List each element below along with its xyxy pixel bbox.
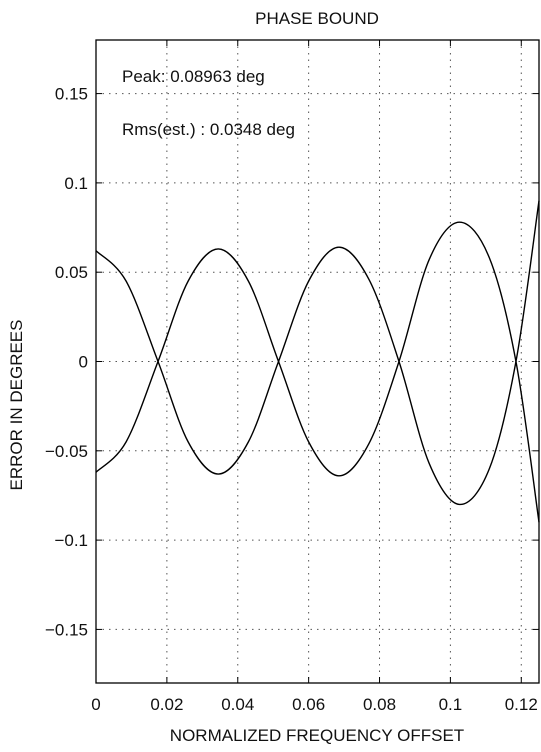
x-tick-label: 0.02 bbox=[150, 695, 183, 714]
y-tick-label: 0.15 bbox=[55, 85, 88, 104]
x-tick-label: 0 bbox=[91, 695, 100, 714]
x-tick-label: 0.06 bbox=[292, 695, 325, 714]
y-tick-label: −0.1 bbox=[54, 531, 88, 550]
series-line-1 bbox=[95, 200, 540, 506]
y-tick-label: 0.1 bbox=[64, 174, 88, 193]
x-tick-label: 0.08 bbox=[363, 695, 396, 714]
y-axis-label: ERROR IN DEGREES bbox=[7, 320, 26, 491]
x-axis-label: NORMALIZED FREQUENCY OFFSET bbox=[170, 726, 464, 745]
axis-ticks: 0 0.02 0.04 0.06 0.08 0.1 0.12 0.15 0.1 0.05 0 −0.0… bbox=[45, 40, 539, 714]
x-tick-label: 0.12 bbox=[505, 695, 538, 714]
y-tick-label: 0.05 bbox=[55, 263, 88, 282]
series-line-2 bbox=[95, 221, 540, 523]
x-tick-label: 0.04 bbox=[221, 695, 254, 714]
y-tick-label: −0.05 bbox=[45, 442, 88, 461]
y-tick-label: −0.15 bbox=[45, 620, 88, 639]
y-tick-label: 0 bbox=[79, 353, 88, 372]
grid bbox=[96, 40, 539, 683]
annotation-rms: Rms(est.) : 0.0348 deg bbox=[122, 120, 295, 139]
x-tick-label: 0.1 bbox=[439, 695, 463, 714]
chart-title: PHASE BOUND bbox=[255, 9, 379, 28]
annotation-peak: Peak: 0.08963 deg bbox=[122, 67, 265, 86]
series-group bbox=[95, 200, 540, 523]
